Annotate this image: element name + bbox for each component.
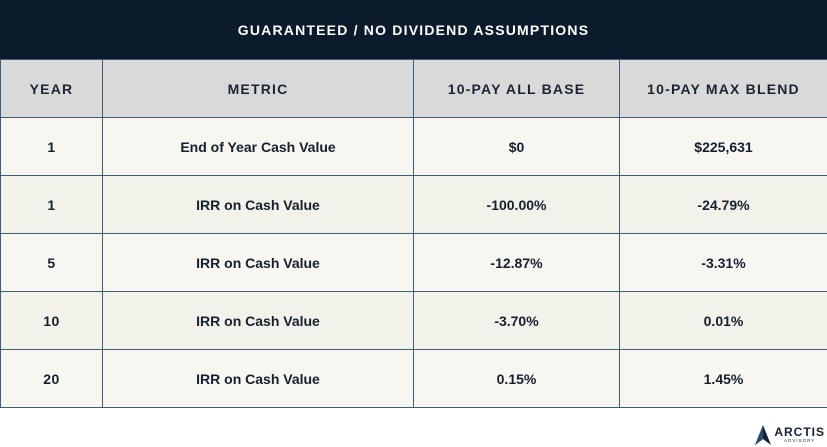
- metric-cell: IRR on Cash Value: [102, 349, 414, 408]
- column-header-metric: METRIC: [102, 59, 414, 118]
- arrowhead-icon: [755, 425, 772, 445]
- max-blend-cell: 0.01%: [619, 291, 827, 350]
- all-base-cell: -3.70%: [413, 291, 620, 350]
- max-blend-cell: 1.45%: [619, 349, 827, 408]
- year-cell: 5: [0, 233, 103, 292]
- table-row: 10 IRR on Cash Value -3.70% 0.01%: [0, 291, 827, 350]
- year-cell: 20: [0, 349, 103, 408]
- max-blend-cell: -24.79%: [619, 175, 827, 234]
- column-header-year: YEAR: [0, 59, 103, 118]
- metric-cell: IRR on Cash Value: [102, 175, 414, 234]
- max-blend-cell: $225,631: [619, 117, 827, 176]
- column-header-max-blend: 10-PAY MAX BLEND: [619, 59, 827, 118]
- metric-cell: End of Year Cash Value: [102, 117, 414, 176]
- year-cell: 10: [0, 291, 103, 350]
- table-row: 1 End of Year Cash Value $0 $225,631: [0, 117, 827, 176]
- arctis-logo: ARCTIS ADVISORY: [755, 425, 825, 445]
- metric-cell: IRR on Cash Value: [102, 291, 414, 350]
- table-row: 5 IRR on Cash Value -12.87% -3.31%: [0, 233, 827, 292]
- all-base-cell: -12.87%: [413, 233, 620, 292]
- table-title: GUARANTEED / NO DIVIDEND ASSUMPTIONS: [0, 0, 827, 60]
- column-header-all-base: 10-PAY ALL BASE: [413, 59, 620, 118]
- assumptions-table: YEAR METRIC 10-PAY ALL BASE 10-PAY MAX B…: [0, 59, 827, 408]
- logo-name: ARCTIS: [774, 425, 825, 440]
- all-base-cell: -100.00%: [413, 175, 620, 234]
- year-cell: 1: [0, 175, 103, 234]
- table-row: 1 IRR on Cash Value -100.00% -24.79%: [0, 175, 827, 234]
- header-row: YEAR METRIC 10-PAY ALL BASE 10-PAY MAX B…: [0, 59, 827, 118]
- all-base-cell: $0: [413, 117, 620, 176]
- year-cell: 1: [0, 117, 103, 176]
- table-row: 20 IRR on Cash Value 0.15% 1.45%: [0, 349, 827, 408]
- all-base-cell: 0.15%: [413, 349, 620, 408]
- logo-subtitle: ADVISORY: [784, 438, 816, 444]
- max-blend-cell: -3.31%: [619, 233, 827, 292]
- metric-cell: IRR on Cash Value: [102, 233, 414, 292]
